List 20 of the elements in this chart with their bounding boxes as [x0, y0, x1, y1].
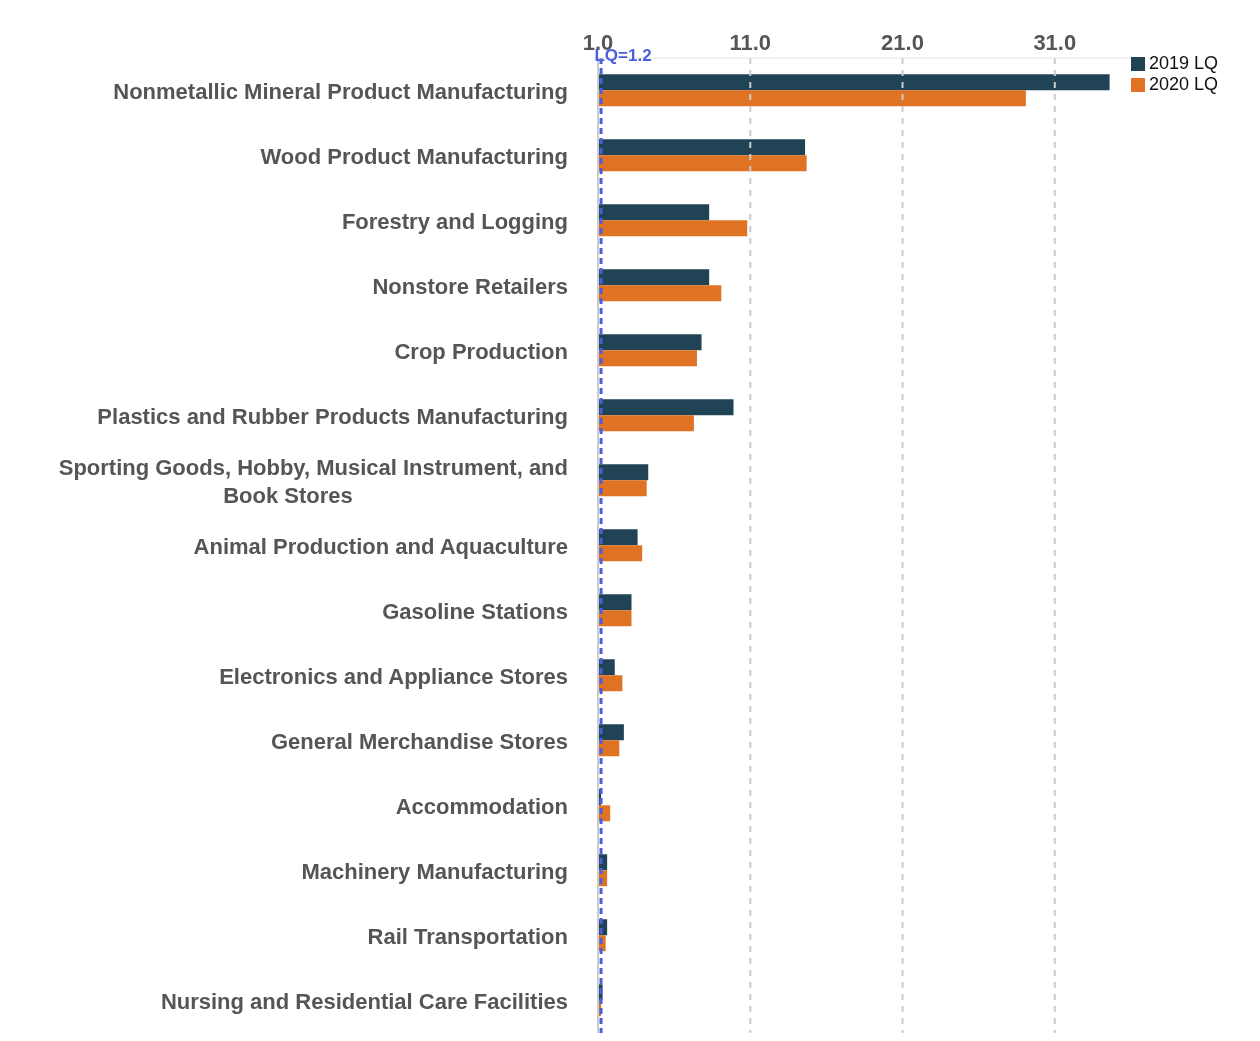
y-tick-label: Rail Transportation: [367, 923, 568, 949]
y-tick-label: Gasoline Stations: [382, 598, 568, 624]
y-tick-label: Plastics and Rubber Products Manufacturing: [97, 403, 568, 429]
x-tick-label: 11.0: [729, 30, 772, 55]
y-tick-label: Accommodation: [395, 793, 568, 819]
y-tick-label: Machinery Manufacturing: [301, 858, 568, 884]
y-tick-label: Nursing and Residential Care Facilities: [160, 988, 568, 1014]
y-tick-label: Animal Production and Aquaculture: [193, 533, 568, 559]
y-tick-label: Nonmetallic Mineral Product Manufacturing: [113, 78, 568, 104]
y-tick-label: Electronics and Appliance Stores: [219, 663, 568, 689]
y-tick-label: Crop Production: [394, 338, 568, 364]
legend-label: 2020 LQ: [1148, 74, 1218, 94]
y-tick-label: Nonstore Retailers: [372, 273, 568, 299]
x-tick-label: 21.0: [881, 30, 924, 55]
y-tick-label: Forestry and Logging: [341, 208, 568, 234]
y-tick-label: Wood Product Manufacturing: [260, 143, 568, 169]
x-tick-label: 31.0: [1033, 30, 1077, 55]
y-tick-label: Sporting Goods, Hobby, Musical Instrument, and Book Stores: [58, 454, 568, 508]
legend-label: 2019 LQ: [1148, 53, 1218, 73]
y-tick-label: General Merchandise Stores: [270, 728, 568, 754]
